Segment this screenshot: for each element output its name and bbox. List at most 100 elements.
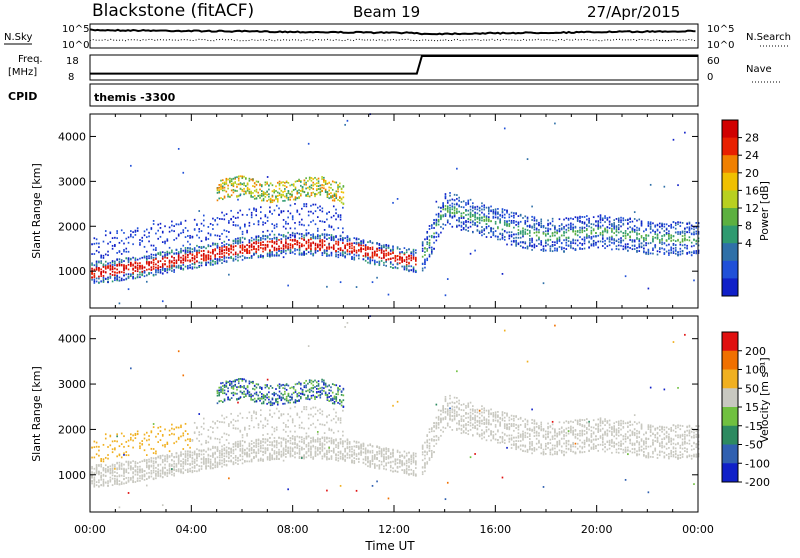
power-point: [540, 240, 542, 242]
velocity-point: [178, 427, 180, 429]
power-point: [114, 274, 116, 276]
power-point: [673, 239, 675, 241]
power-point: [254, 195, 256, 197]
power-point: [691, 242, 693, 244]
velocity-point: [100, 466, 102, 468]
power-point: [235, 224, 237, 226]
velocity-point: [107, 458, 109, 460]
velocity-point: [103, 470, 105, 472]
power-point: [249, 191, 251, 193]
velocity-point: [208, 461, 210, 463]
power-point: [311, 192, 313, 194]
power-point: [445, 205, 447, 207]
velocity-point: [196, 470, 198, 472]
velocity-point: [226, 446, 228, 448]
power-point: [282, 194, 284, 196]
power-point: [236, 196, 238, 198]
power-point: [415, 249, 417, 251]
power-point: [321, 190, 323, 192]
power-point: [94, 269, 96, 271]
velocity-point: [267, 423, 269, 425]
power-point: [410, 259, 412, 261]
power-point: [253, 239, 255, 241]
power-point: [552, 245, 554, 247]
power-point: [543, 248, 545, 250]
velocity-point: [148, 472, 150, 474]
velocity-point: [110, 477, 112, 479]
power-point: [588, 241, 590, 243]
velocity-point: [128, 477, 130, 479]
power-point: [278, 248, 280, 250]
power-point: [334, 194, 336, 196]
power-point: [203, 215, 205, 217]
power-point: [281, 190, 283, 192]
power-point: [326, 286, 328, 288]
power-point: [531, 245, 533, 247]
velocity-point: [100, 477, 102, 479]
velocity-point: [91, 457, 93, 459]
freq-label: Freq.: [18, 54, 43, 65]
power-point: [287, 232, 289, 234]
power-point: [153, 220, 155, 222]
velocity-point: [171, 471, 173, 473]
power-point: [686, 253, 688, 255]
power-point: [408, 265, 410, 267]
velocity-point: [189, 464, 191, 466]
power-point: [534, 232, 536, 234]
power-point: [298, 192, 300, 194]
power-point: [499, 215, 501, 217]
power-point: [314, 183, 316, 185]
power-point: [233, 216, 235, 218]
power-point: [123, 251, 125, 253]
velocity-point: [125, 451, 127, 453]
velocity-point: [185, 430, 187, 432]
power-point: [107, 266, 109, 268]
velocity-point: [237, 441, 239, 443]
power-point: [321, 178, 323, 180]
velocity-point: [164, 455, 166, 457]
velocity-point: [196, 448, 198, 450]
power-point: [527, 225, 529, 227]
power-point: [463, 228, 465, 230]
power-point: [408, 248, 410, 250]
power-point: [654, 225, 656, 227]
power-point: [217, 199, 219, 201]
power-point: [203, 246, 205, 248]
velocity-point: [249, 448, 251, 450]
velocity-point: [171, 474, 173, 476]
power-point: [591, 232, 593, 234]
power-point: [337, 184, 339, 186]
power-point: [198, 252, 200, 254]
power-point: [318, 178, 320, 180]
power-point: [295, 196, 297, 198]
power-point: [467, 214, 469, 216]
power-point: [675, 222, 677, 224]
power-point: [376, 248, 378, 250]
power-point: [303, 239, 305, 241]
power-point: [344, 237, 346, 239]
power-point: [178, 251, 180, 253]
velocity-point: [116, 455, 118, 457]
power-point: [198, 231, 200, 233]
velocity-point: [171, 453, 173, 455]
power-point: [520, 245, 522, 247]
power-point: [652, 236, 654, 238]
velocity-point: [246, 448, 248, 450]
velocity-point: [162, 471, 164, 473]
power-point: [545, 250, 547, 252]
power-point: [413, 266, 415, 268]
power-point: [568, 245, 570, 247]
power-point: [452, 217, 454, 219]
power-point: [151, 269, 153, 271]
power-point: [182, 231, 184, 233]
power-point: [317, 234, 319, 236]
velocity-point: [169, 463, 171, 465]
power-point: [310, 205, 312, 207]
power-point: [123, 272, 125, 274]
power-point: [167, 257, 169, 259]
power-point: [470, 222, 472, 224]
power-point: [666, 251, 668, 253]
power-point: [456, 198, 458, 200]
power-point: [208, 257, 210, 259]
power-point: [659, 247, 661, 249]
